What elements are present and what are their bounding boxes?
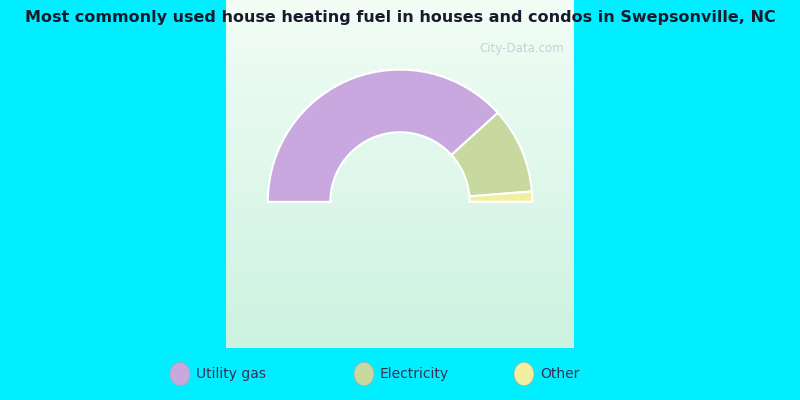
Text: Utility gas: Utility gas [196, 367, 266, 381]
Bar [226, 292, 574, 296]
Bar [226, 113, 574, 118]
Bar [226, 204, 574, 209]
Bar [226, 18, 574, 22]
Bar [226, 248, 574, 252]
Wedge shape [451, 113, 532, 196]
Bar [226, 261, 574, 265]
Bar [226, 318, 574, 322]
Bar [226, 100, 574, 104]
Bar [226, 200, 574, 204]
Bar [226, 313, 574, 318]
Bar [226, 278, 574, 283]
Bar [226, 157, 574, 161]
Bar [226, 9, 574, 13]
Bar [226, 178, 574, 183]
Bar [226, 118, 574, 122]
Bar [226, 196, 574, 200]
Bar [226, 70, 574, 74]
Text: Other: Other [540, 367, 579, 381]
Bar [226, 339, 574, 344]
Bar [226, 170, 574, 174]
Bar [226, 56, 574, 61]
Wedge shape [268, 70, 498, 202]
Bar [226, 52, 574, 56]
Bar [226, 322, 574, 326]
Bar [226, 87, 574, 91]
Text: Electricity: Electricity [380, 367, 449, 381]
Bar [226, 165, 574, 170]
Bar [226, 130, 574, 135]
Bar [226, 218, 574, 222]
Bar [226, 287, 574, 292]
Bar [226, 252, 574, 257]
Bar [226, 230, 574, 235]
Bar [226, 122, 574, 126]
Bar [226, 226, 574, 230]
Bar [226, 26, 574, 30]
Bar [226, 35, 574, 39]
Bar [226, 183, 574, 187]
Bar [226, 152, 574, 156]
Bar [226, 304, 574, 309]
Bar [226, 161, 574, 165]
Bar [226, 244, 574, 248]
Bar [226, 265, 574, 270]
Bar [226, 139, 574, 144]
Bar [226, 335, 574, 339]
Bar [226, 222, 574, 226]
Bar [226, 239, 574, 244]
Bar [226, 83, 574, 87]
Bar [226, 22, 574, 26]
Bar [226, 296, 574, 300]
Bar [226, 300, 574, 304]
Bar [226, 109, 574, 113]
Bar [226, 187, 574, 192]
Bar [226, 126, 574, 130]
Bar [226, 4, 574, 9]
Ellipse shape [354, 362, 374, 386]
Bar [226, 91, 574, 96]
Bar [226, 274, 574, 278]
Bar [226, 78, 574, 83]
Bar [226, 144, 574, 148]
Bar [226, 209, 574, 213]
Bar [226, 344, 574, 348]
Bar [226, 235, 574, 239]
Bar [226, 148, 574, 152]
Bar [226, 213, 574, 218]
Bar [226, 257, 574, 261]
Bar [226, 13, 574, 18]
Bar [226, 174, 574, 178]
Bar [226, 283, 574, 287]
Bar [226, 0, 574, 4]
Bar [226, 309, 574, 313]
Text: Most commonly used house heating fuel in houses and condos in Swepsonville, NC: Most commonly used house heating fuel in… [25, 10, 775, 26]
Bar [226, 39, 574, 44]
Bar [226, 326, 574, 330]
Wedge shape [470, 192, 532, 202]
Bar [226, 96, 574, 100]
Bar [226, 65, 574, 70]
Bar [226, 61, 574, 65]
Bar [226, 192, 574, 196]
Bar [226, 44, 574, 48]
Bar [226, 48, 574, 52]
Bar [226, 30, 574, 35]
Bar [226, 135, 574, 139]
Bar [226, 74, 574, 78]
Ellipse shape [514, 362, 534, 386]
Text: City-Data.com: City-Data.com [479, 42, 563, 55]
Bar [226, 330, 574, 335]
Ellipse shape [170, 362, 190, 386]
Bar [226, 270, 574, 274]
Bar [226, 104, 574, 109]
